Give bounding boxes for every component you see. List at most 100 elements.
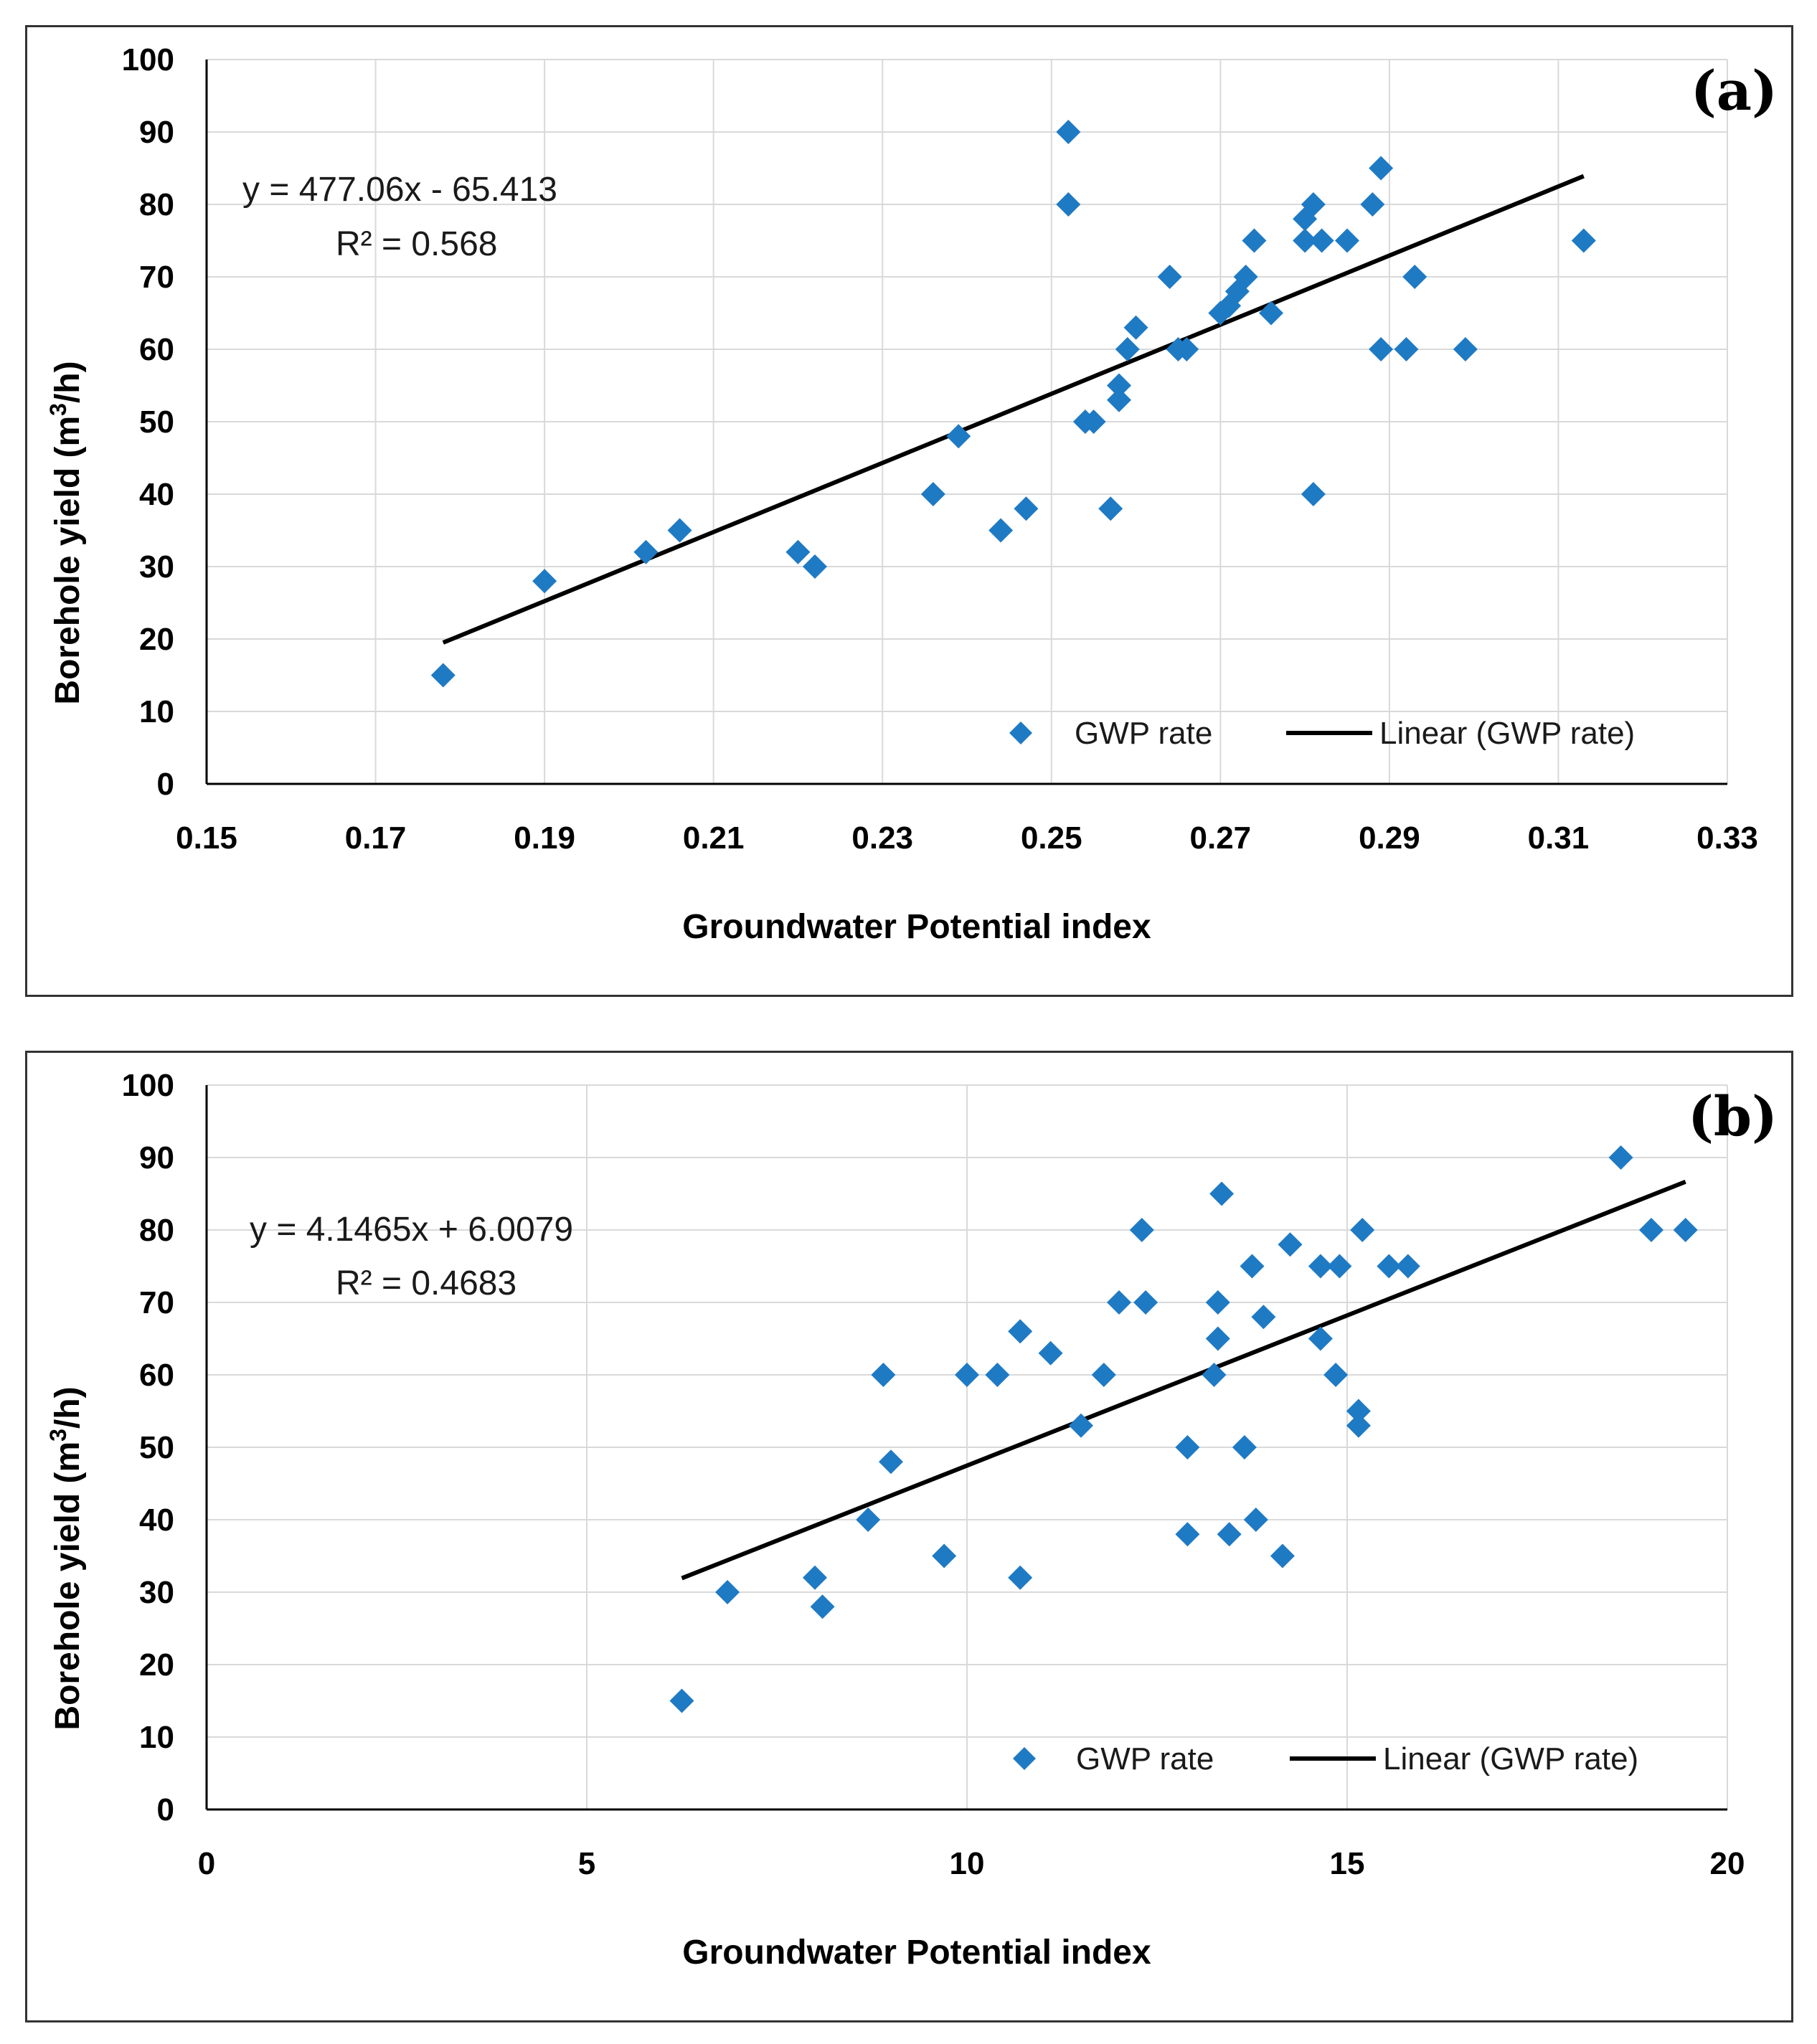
data-point [715,1580,740,1604]
data-point [1175,1435,1200,1459]
legend-marker-icon [1013,1747,1036,1770]
data-point [1008,1319,1033,1344]
y-tick-label: 40 [139,1503,174,1538]
legend-b: GWP rate Linear (GWP rate) [1013,1741,1638,1776]
data-point [1174,337,1199,361]
scatter-chart-b: 0 5 10 15 20 0 10 20 30 40 50 60 70 80 90 100 (b) y = 4… [45,1068,1778,1972]
y-tick-label: 70 [139,1285,174,1320]
data-point [1308,1254,1333,1279]
data-point [1301,482,1326,506]
data-point [1293,228,1318,253]
data-point [1091,1363,1116,1387]
legend-a: GWP rate Linear (GWP rate) [1009,716,1635,751]
x-tick-label: 5 [578,1846,595,1881]
data-point [1309,228,1334,253]
y-tick-label: 80 [139,187,174,222]
data-point [1107,387,1131,412]
data-point [871,1363,896,1387]
legend-line-label: Linear (GWP rate) [1383,1741,1638,1776]
x-tick-label: 0.21 [683,820,745,856]
data-point [1107,1290,1131,1315]
x-tick-label: 20 [1710,1846,1745,1881]
y-axis-title-a: Borehole yield (m3/h) [45,361,87,704]
data-point [1242,228,1267,253]
y-tick-label: 100 [122,42,174,77]
data-point [1323,1363,1349,1387]
legend-marker-label: GWP rate [1075,716,1212,751]
data-point [1098,496,1123,521]
x-tick-label: 0.27 [1190,820,1252,856]
data-point [669,1688,694,1713]
data-point [1014,496,1039,521]
x-tick-label: 0.33 [1696,820,1758,856]
x-tick-label: 0 [198,1846,215,1881]
data-point [1008,1565,1033,1590]
data-point [1335,228,1359,253]
data-point [1209,1181,1235,1206]
data-point [430,663,456,688]
trendline [681,1179,1686,1581]
chart-panel-b: 0 5 10 15 20 0 10 20 30 40 50 60 70 80 90 100 (b) y = 4… [25,1051,1793,2022]
data-point [1608,1145,1633,1170]
x-axis-title-a: Groundwater Potential index [682,908,1151,946]
data-point [1133,1290,1158,1315]
data-point [1346,1413,1371,1438]
data-point [1350,1218,1375,1242]
data-point [1360,192,1385,217]
data-point [810,1594,835,1619]
data-point [803,554,827,579]
data-point [1453,337,1478,361]
y-tick-label: 50 [139,404,174,440]
data-point [1107,373,1131,398]
data-point [1240,1254,1265,1279]
y-tick-label: 60 [139,1358,174,1393]
data-point [1205,1326,1230,1351]
trendline [442,174,1585,645]
data-point [1123,315,1148,340]
data-point [1673,1218,1698,1242]
data-point [1327,1254,1352,1279]
data-point [532,569,557,594]
data-point [1278,1232,1303,1257]
y-tick-label: 10 [139,694,174,729]
data-point [1056,192,1081,217]
r-squared-b: R² = 0.4683 [336,1264,516,1302]
y-tick-label: 30 [139,549,174,585]
x-tick-label: 0.23 [851,820,913,856]
data-point [1056,120,1081,144]
data-point [1259,301,1283,326]
y-tick-label: 70 [139,260,174,295]
data-point [920,482,945,506]
y-tick-label: 100 [122,1068,174,1103]
y-tick-label: 0 [157,1792,174,1827]
data-point [988,518,1014,543]
data-point [856,1508,881,1532]
x-axis-title-b: Groundwater Potential index [682,1934,1151,1972]
data-point [1081,410,1106,434]
data-point [1115,337,1140,361]
data-point [1308,1326,1333,1351]
data-point [1129,1218,1154,1242]
y-tick-label: 90 [139,115,174,150]
r-squared-a: R² = 0.568 [336,225,497,263]
x-tick-label: 0.19 [514,820,575,856]
data-point [932,1543,957,1569]
data-point [1377,1254,1402,1279]
data-point [633,539,659,564]
data-point [1402,265,1427,289]
y-tick-label: 30 [139,1575,174,1610]
data-point [1571,228,1596,253]
data-point [985,1363,1010,1387]
x-tick-label: 0.25 [1021,820,1082,856]
panel-label-a: (a) [1691,59,1778,123]
data-point [1369,156,1394,181]
y-tick-label: 20 [139,622,174,657]
legend-line-label: Linear (GWP rate) [1379,716,1635,751]
data-point [1233,265,1258,289]
x-tick-label: 0.29 [1359,820,1420,856]
y-tick-label: 60 [139,332,174,367]
x-tick-label: 15 [1330,1846,1365,1881]
data-point [803,1565,827,1590]
data-point [1175,1522,1200,1547]
data-point [1038,1340,1063,1366]
